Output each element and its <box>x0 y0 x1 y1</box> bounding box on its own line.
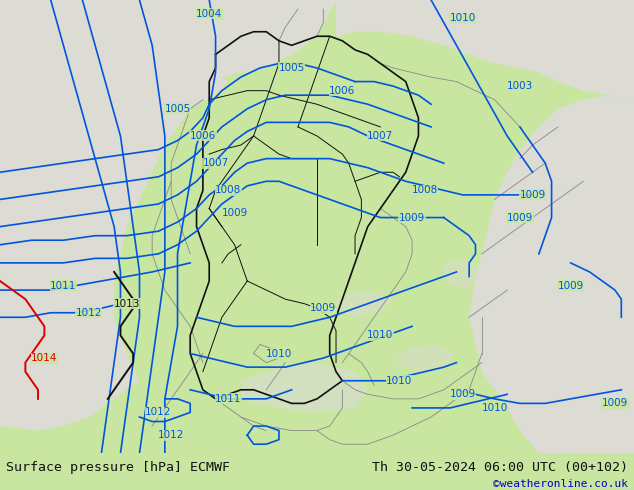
Text: 1009: 1009 <box>557 281 584 291</box>
Text: 1006: 1006 <box>190 131 216 141</box>
Text: 1008: 1008 <box>215 185 242 196</box>
Text: 1009: 1009 <box>602 398 628 408</box>
Text: 1009: 1009 <box>519 190 546 200</box>
Polygon shape <box>241 363 368 413</box>
Polygon shape <box>444 258 482 290</box>
Text: 1004: 1004 <box>196 9 223 19</box>
Polygon shape <box>336 0 634 99</box>
Text: ©weatheronline.co.uk: ©weatheronline.co.uk <box>493 480 628 490</box>
Text: 1007: 1007 <box>202 158 229 168</box>
Text: 1005: 1005 <box>164 104 191 114</box>
Text: 1012: 1012 <box>145 408 172 417</box>
Polygon shape <box>393 344 456 371</box>
Text: 1009: 1009 <box>507 213 533 222</box>
Text: 1007: 1007 <box>367 131 394 141</box>
Text: 1005: 1005 <box>278 63 305 73</box>
Polygon shape <box>178 73 228 109</box>
Text: 1011: 1011 <box>215 394 242 404</box>
Text: 1010: 1010 <box>481 403 508 413</box>
Text: 1009: 1009 <box>310 303 337 313</box>
Text: 1006: 1006 <box>329 86 356 96</box>
Text: 1009: 1009 <box>450 390 476 399</box>
Polygon shape <box>469 95 634 453</box>
Text: 1010: 1010 <box>450 13 476 23</box>
Text: 1012: 1012 <box>158 430 184 440</box>
Text: 1009: 1009 <box>399 213 425 222</box>
Text: 1003: 1003 <box>507 81 533 91</box>
Text: 1010: 1010 <box>367 330 394 341</box>
Text: Surface pressure [hPa] ECMWF: Surface pressure [hPa] ECMWF <box>6 461 230 474</box>
Text: 1011: 1011 <box>50 281 77 291</box>
Text: 1008: 1008 <box>411 185 438 196</box>
Text: 1009: 1009 <box>221 208 248 218</box>
Text: 1010: 1010 <box>386 376 413 386</box>
Text: Th 30-05-2024 06:00 UTC (00+102): Th 30-05-2024 06:00 UTC (00+102) <box>372 461 628 474</box>
Text: 1010: 1010 <box>266 348 292 359</box>
Text: 1013: 1013 <box>113 299 140 309</box>
Polygon shape <box>0 0 336 431</box>
Text: 1014: 1014 <box>31 353 58 363</box>
Text: 1012: 1012 <box>75 308 102 318</box>
Polygon shape <box>330 290 393 318</box>
